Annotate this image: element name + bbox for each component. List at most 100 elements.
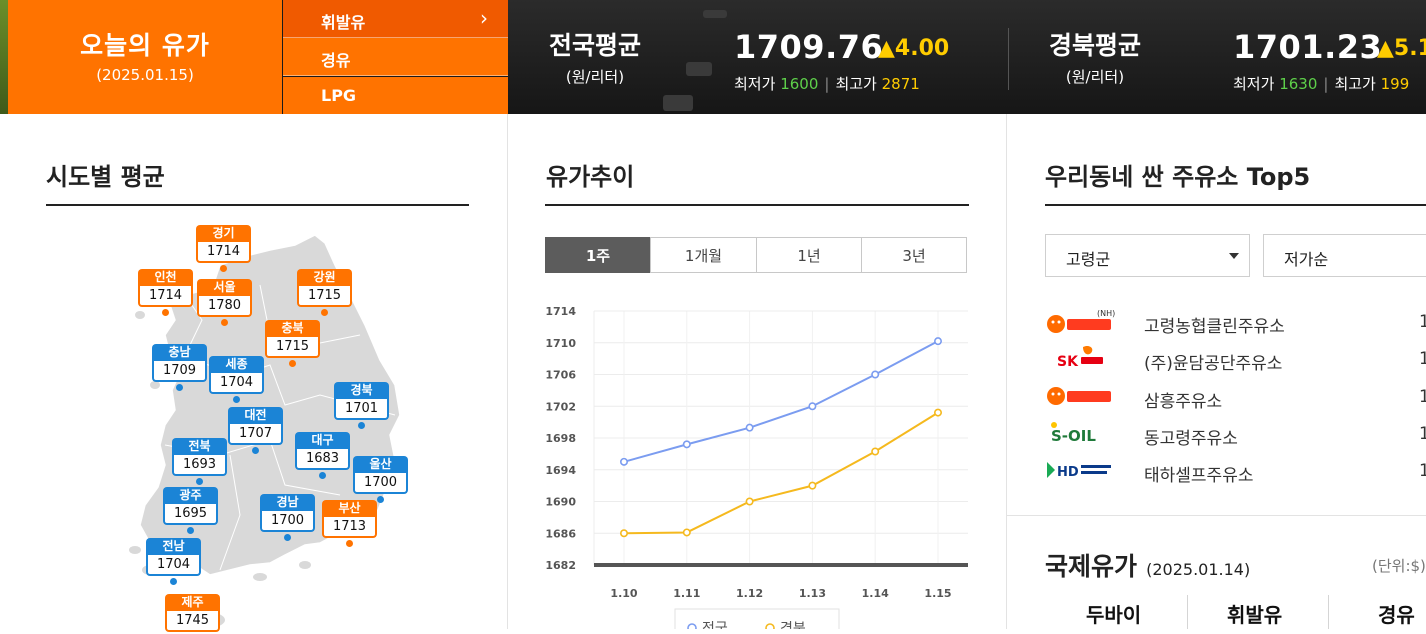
header-background <box>508 0 1426 114</box>
legend-box <box>674 608 840 629</box>
region-badge[interactable]: 제주 1745 <box>165 594 220 634</box>
fuel-tab-diesel[interactable]: 경유 <box>283 38 508 76</box>
data-point <box>682 528 691 537</box>
station-row[interactable]: 삼흥주유소 1 <box>1045 380 1426 417</box>
sort-select[interactable]: 저가순 <box>1263 234 1426 277</box>
region-avg-name: 경북평균 <box>1048 31 1141 60</box>
data-point <box>871 447 880 456</box>
region-name: 충남 <box>152 344 207 361</box>
period-tab-1month[interactable]: 1개월 <box>650 237 757 273</box>
region-badge[interactable]: 강원 1715 <box>297 269 352 316</box>
series-line <box>623 340 939 463</box>
sk-energy-logo-icon: SK <box>1057 345 1103 370</box>
region-price: 1715 <box>265 337 320 358</box>
region-badge[interactable]: 서울 1780 <box>197 279 252 326</box>
region-dot-icon <box>319 472 326 479</box>
fuel-tab-label: 휘발유 <box>321 13 366 32</box>
region-price: 1693 <box>172 455 227 476</box>
region-badge[interactable]: 전남 1704 <box>146 538 201 585</box>
region-badge[interactable]: 울산 1700 <box>353 456 408 503</box>
national-avg-value: 1709.76 <box>734 28 884 66</box>
station-price: 1 <box>1419 349 1426 369</box>
region-badge[interactable]: 인천 1714 <box>138 269 193 316</box>
region-name: 제주 <box>165 594 220 611</box>
region-name: 경기 <box>196 225 251 242</box>
region-badge[interactable]: 경북 1701 <box>334 382 389 429</box>
region-dot-icon <box>321 309 328 316</box>
min-value: 1600 <box>780 75 819 93</box>
region-badge[interactable]: 충남 1709 <box>152 344 207 391</box>
region-badge[interactable]: 대전 1707 <box>228 407 283 454</box>
svg-text:SK: SK <box>1057 354 1079 370</box>
section-rule <box>1045 204 1426 206</box>
region-price: 1700 <box>353 473 408 494</box>
x-tick-label: 1.12 <box>736 587 763 600</box>
x-tick-label: 1.13 <box>799 587 826 600</box>
data-point <box>745 497 754 506</box>
period-tab-3year[interactable]: 3년 <box>861 237 967 273</box>
region-dot-icon <box>162 309 169 316</box>
period-tab-1week[interactable]: 1주 <box>545 237 651 273</box>
region-dot-icon <box>176 384 183 391</box>
station-name: 동고령주유소 <box>1144 429 1238 449</box>
data-point <box>933 337 942 346</box>
station-name: 삼흥주유소 <box>1144 392 1223 412</box>
y-tick-label: 1702 <box>545 400 576 413</box>
region-min-max: 최저가 1630 | 최고가 199 <box>1233 75 1410 93</box>
section-rule <box>545 204 969 206</box>
station-row[interactable]: HD 태하셀프주유소 1 <box>1045 454 1426 491</box>
intl-unit: (단위:$) <box>1372 557 1426 575</box>
top5-section-title: 우리동네 싼 주유소 Top5 <box>1045 163 1311 191</box>
region-badge[interactable]: 전북 1693 <box>172 438 227 485</box>
station-name: 고령농협클린주유소 <box>1144 317 1285 337</box>
y-tick-label: 1698 <box>545 432 576 445</box>
price-trend-chart: 1682 1686 1690 1694 1698 1702 1706 1710 1714 1.10… <box>545 305 968 629</box>
data-point <box>682 440 691 449</box>
region-price: 1695 <box>163 504 218 525</box>
region-price: 1715 <box>297 286 352 307</box>
national-avg-name: 전국평균 <box>548 31 641 60</box>
alddeul-logo-icon <box>1047 387 1111 405</box>
region-price: 1709 <box>152 361 207 382</box>
region-dot-icon <box>221 319 228 326</box>
x-tick-label: 1.11 <box>673 587 700 600</box>
region-dot-icon <box>196 478 203 485</box>
station-name: (주)윤담공단주유소 <box>1144 354 1283 374</box>
region-badge[interactable]: 광주 1695 <box>163 487 218 534</box>
chevron-right-icon: › <box>480 6 488 30</box>
region-badge[interactable]: 세종 1704 <box>209 356 264 403</box>
region-avg-unit: (원/리터) <box>1065 68 1125 86</box>
map-section-title: 시도별 평균 <box>46 163 165 191</box>
fuel-tab-gasoline[interactable]: 휘발유 › <box>283 0 508 38</box>
region-badge[interactable]: 대구 1683 <box>295 432 350 479</box>
region-dot-icon <box>289 360 296 367</box>
period-tab-1year[interactable]: 1년 <box>756 237 862 273</box>
station-row[interactable]: S-OIL 동고령주유소 1 <box>1045 417 1426 454</box>
svg-text:(NH): (NH) <box>1097 309 1115 318</box>
region-name: 전남 <box>146 538 201 555</box>
region-name: 경북 <box>334 382 389 399</box>
region-badge[interactable]: 부산 1713 <box>322 500 377 547</box>
today-title: 오늘의 유가 <box>80 31 210 60</box>
region-badge[interactable]: 경기 1714 <box>196 225 251 272</box>
region-badge[interactable]: 경남 1700 <box>260 494 315 541</box>
s-oil-logo-icon: S-OIL <box>1051 422 1096 445</box>
y-tick-label: 1690 <box>545 496 576 509</box>
fuel-tab-lpg[interactable]: LPG <box>283 77 508 114</box>
region-badge[interactable]: 충북 1715 <box>265 320 320 367</box>
station-price: 1 <box>1419 312 1426 332</box>
region-name: 전북 <box>172 438 227 455</box>
panel-divider <box>507 114 508 629</box>
max-label: 최고가 <box>835 75 877 93</box>
intl-col-diesel: 경유 <box>1378 603 1415 627</box>
intl-title: 국제유가 <box>1045 552 1138 581</box>
y-tick-label: 1694 <box>545 464 576 477</box>
area-select[interactable]: 고령군 <box>1045 234 1250 277</box>
y-tick-label: 1714 <box>545 305 576 318</box>
region-price: 1683 <box>295 449 350 470</box>
region-name: 세종 <box>209 356 264 373</box>
fuel-tab-label: 경유 <box>321 51 351 70</box>
station-row[interactable]: (NH) 고령농협클린주유소 1 <box>1045 305 1426 342</box>
region-dot-icon <box>346 540 353 547</box>
station-row[interactable]: SK (주)윤담공단주유소 1 <box>1045 342 1426 379</box>
